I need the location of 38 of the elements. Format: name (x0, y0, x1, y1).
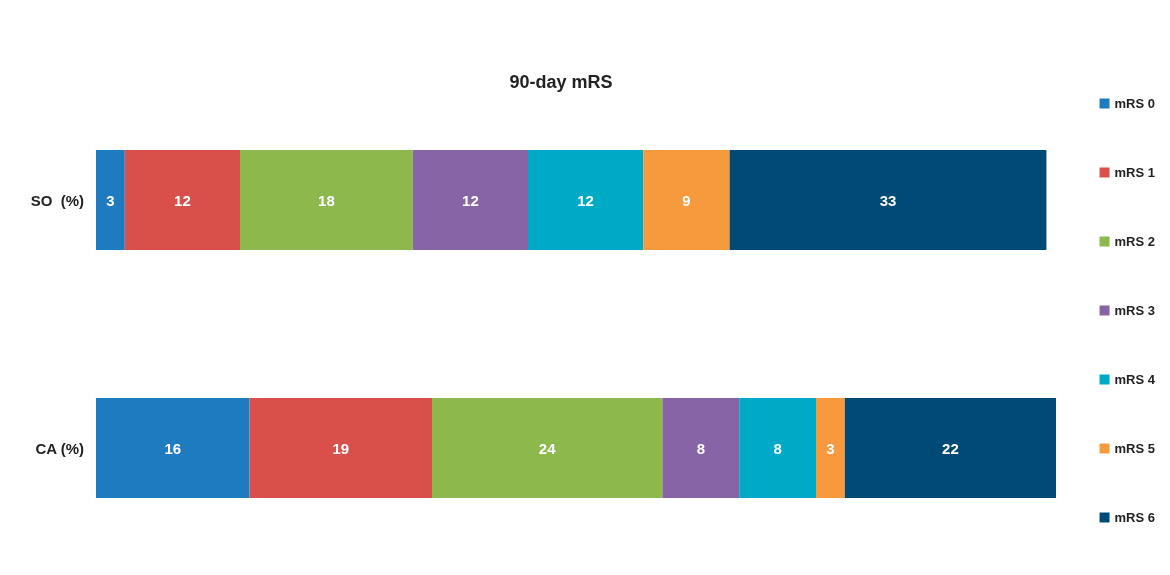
bar (729, 150, 1047, 250)
data-label: 8 (696, 439, 705, 457)
data-label: 12 (174, 191, 191, 209)
bar (96, 150, 125, 250)
data-label: 8 (773, 439, 782, 457)
data-label: 9 (682, 191, 691, 209)
data-label: 16 (164, 439, 182, 457)
legend-label: mRS 5 (1114, 441, 1156, 456)
legend-label: mRS 4 (1114, 372, 1156, 387)
data-label: 33 (879, 191, 897, 209)
bar (643, 150, 730, 250)
data-label: 3 (826, 439, 835, 457)
legend-label: mRS 3 (1114, 303, 1156, 318)
bar (96, 398, 250, 498)
bar (739, 398, 816, 498)
bar (124, 150, 240, 250)
legend-label: mRS 6 (1114, 510, 1156, 525)
bar (412, 150, 528, 250)
y-tick-label: SO (%) (30, 191, 84, 209)
data-label: 19 (332, 439, 350, 457)
legend-label: mRS 1 (1114, 165, 1156, 180)
legend-label: mRS 2 (1114, 234, 1156, 249)
data-label: 18 (318, 191, 335, 209)
bar (662, 398, 740, 498)
bar (249, 398, 432, 498)
data-label: 3 (106, 191, 115, 209)
data-label: 24 (538, 439, 557, 457)
bar (240, 150, 413, 250)
data-label: 12 (577, 191, 594, 209)
bar (844, 398, 1056, 498)
bar (528, 150, 644, 250)
legend-label: mRS 0 (1114, 96, 1156, 111)
y-tick-label: CA (%) (35, 439, 84, 457)
bar (432, 398, 663, 498)
data-label: 12 (462, 191, 479, 209)
chart-title: 90-day mRS (509, 72, 613, 92)
bar (816, 398, 845, 498)
data-label: 22 (942, 439, 959, 457)
